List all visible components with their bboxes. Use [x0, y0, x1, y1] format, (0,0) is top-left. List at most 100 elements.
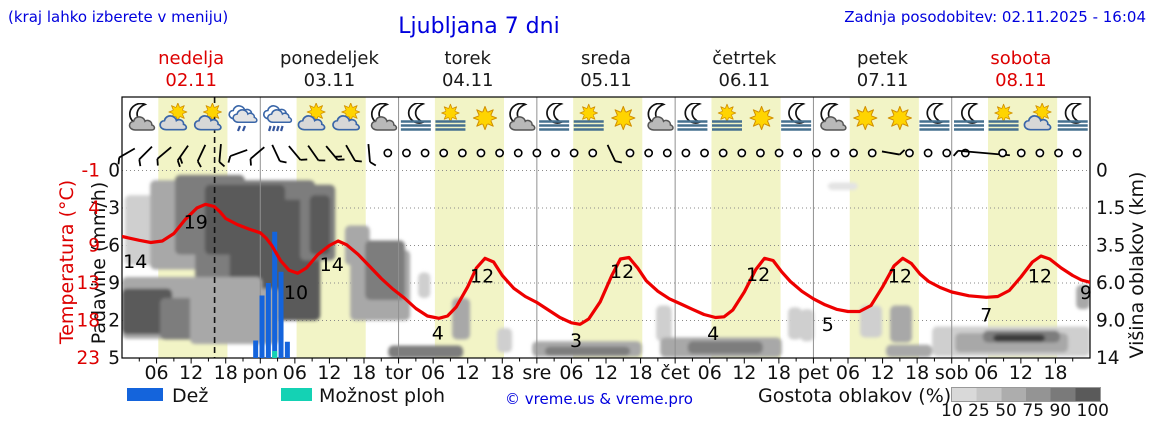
wind-barb [138, 145, 153, 167]
hour-label: 18 [490, 362, 514, 384]
wind-barb [218, 143, 226, 168]
wind-barb [606, 144, 623, 164]
day-date: 03.11 [303, 69, 356, 91]
calm-circle [513, 148, 523, 158]
credit-text: © vreme.us & vreme.pro [505, 390, 693, 408]
temperature-curve [122, 202, 1090, 326]
wind-barb [288, 145, 308, 161]
temperature-value-label: 12 [888, 265, 912, 287]
day-abbrev-label: pon [242, 362, 278, 384]
moon-fog-icon [677, 103, 707, 129]
wind-barb [156, 146, 172, 166]
temperature-value-label: 12 [470, 265, 494, 287]
calm-circle [588, 148, 598, 158]
calm-circle [476, 148, 486, 158]
temperature-value-label: 12 [746, 264, 770, 286]
wind-barb [367, 143, 377, 167]
day-band [988, 97, 1058, 358]
moon-fog-icon [954, 103, 984, 129]
cloud-area [656, 305, 672, 342]
hour-label: 12 [870, 362, 894, 384]
hour-label: 12 [317, 362, 341, 384]
cloud-area [365, 240, 405, 300]
wind-barb [117, 147, 136, 165]
temperature-value-label: 7 [980, 304, 992, 326]
calm-circle [439, 148, 449, 158]
temperature-value-label: 3 [570, 330, 582, 352]
calm-circle [383, 148, 393, 158]
sun-icon [473, 106, 496, 129]
temperature-value-label: 14 [123, 251, 147, 273]
last-update-label: Zadnja posodobitev: 02.11.2025 - 16:04 [844, 8, 1146, 26]
cloud-density-legend-label: Gostota oblakov (%) [758, 385, 952, 407]
hour-label: 06 [698, 362, 722, 384]
hour-label: 06 [974, 362, 998, 384]
cloud-scale-value: 100 [1076, 401, 1109, 421]
day-band [711, 97, 781, 358]
cloud-scale-value: 90 [1049, 401, 1072, 421]
temperature-tick: 4 [88, 198, 100, 219]
temperature-tick: 13 [76, 273, 100, 294]
rain-bar [278, 271, 284, 358]
rain-bar [253, 340, 259, 358]
cloud-scale-value: 10 [941, 401, 963, 421]
moon-cloud-icon [129, 104, 154, 131]
rain-legend-label: Dež [172, 385, 209, 407]
rain-legend-swatch [127, 388, 163, 401]
day-header: nedelja 02.11 [122, 48, 260, 91]
day-abbrev-label: sob [935, 362, 969, 384]
cloud-density-scale-bar [951, 387, 1101, 402]
temperature-value-label: 12 [610, 261, 634, 283]
calm-circle [1016, 148, 1026, 158]
temperature-value-label: 4 [432, 322, 444, 344]
calm-circle [681, 148, 691, 158]
page-title: Ljubljana 7 dni [398, 14, 560, 39]
wind-barb [196, 144, 207, 168]
calm-circle [569, 148, 579, 158]
moon-cloud-icon [821, 104, 846, 131]
hour-label: 12 [1009, 362, 1033, 384]
calm-circle [532, 148, 542, 158]
hour-label: 12 [456, 362, 480, 384]
sun-icon [612, 106, 635, 129]
calm-circle [1054, 148, 1063, 158]
calm-circle [495, 148, 504, 158]
day-date: 05.11 [580, 69, 632, 91]
precipitation-tick: 5 [108, 348, 120, 369]
day-name: petek [857, 48, 909, 69]
day-header-row: nedelja 02.11 ponedeljek 03.11 torek 04.11 sre… [122, 48, 1090, 91]
hour-label: 06 [836, 362, 860, 384]
day-abbrev-label: pet [798, 362, 829, 384]
calm-circle [998, 148, 1008, 158]
calm-circle [830, 148, 840, 158]
calm-circle [1035, 148, 1045, 158]
calm-circle [457, 148, 467, 158]
day-date: 07.11 [856, 69, 909, 91]
moon-cloud-icon [510, 104, 535, 131]
cloud-density-scale-values: 10 25 50 75 90 100 [941, 401, 1109, 421]
moon-cloud-icon [371, 104, 396, 131]
hour-label: 06 [421, 362, 445, 384]
calm-circle [905, 148, 914, 158]
temperature-tick: 9 [88, 236, 100, 257]
hour-label: 18 [628, 362, 652, 384]
hour-label: 18 [214, 362, 238, 384]
cloud-scale-value: 25 [968, 401, 990, 421]
cloud-area [800, 309, 815, 342]
calm-circle [662, 148, 672, 158]
hour-label: 06 [144, 362, 168, 384]
moon-fog-icon [919, 103, 949, 129]
precipitation-tick: 6 [108, 236, 120, 257]
calm-circle [811, 148, 821, 158]
sun-icon [750, 106, 773, 129]
sun-icon [888, 106, 911, 129]
hour-label: 12 [594, 362, 618, 384]
calm-circle [700, 148, 709, 158]
day-abbrev-label: čet [660, 362, 690, 384]
calm-circle [402, 148, 411, 158]
precipitation-tick: 2 [108, 311, 120, 332]
calm-circle [923, 148, 933, 158]
temperature-value-label: 14 [320, 254, 344, 276]
cloud-area [993, 334, 1046, 342]
